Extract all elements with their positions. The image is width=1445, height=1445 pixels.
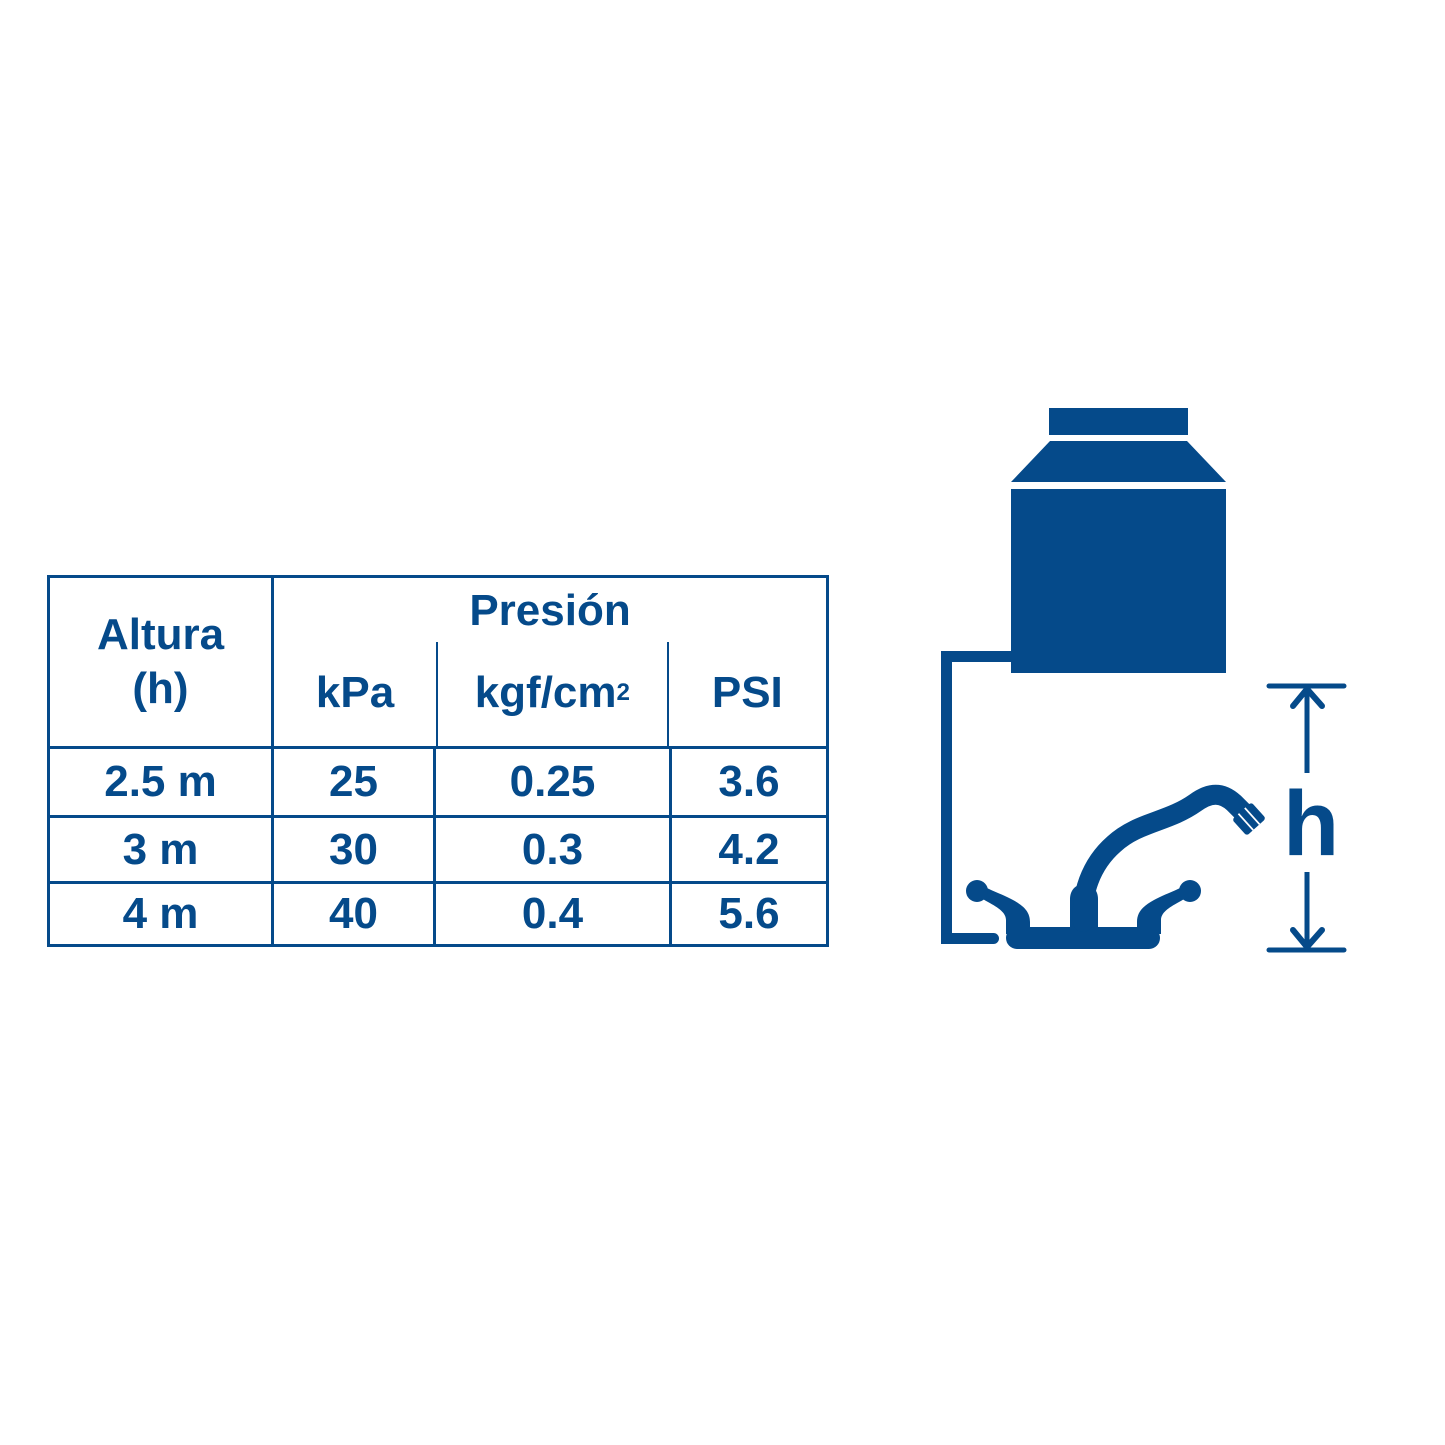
svg-text:h: h [1283,773,1339,875]
